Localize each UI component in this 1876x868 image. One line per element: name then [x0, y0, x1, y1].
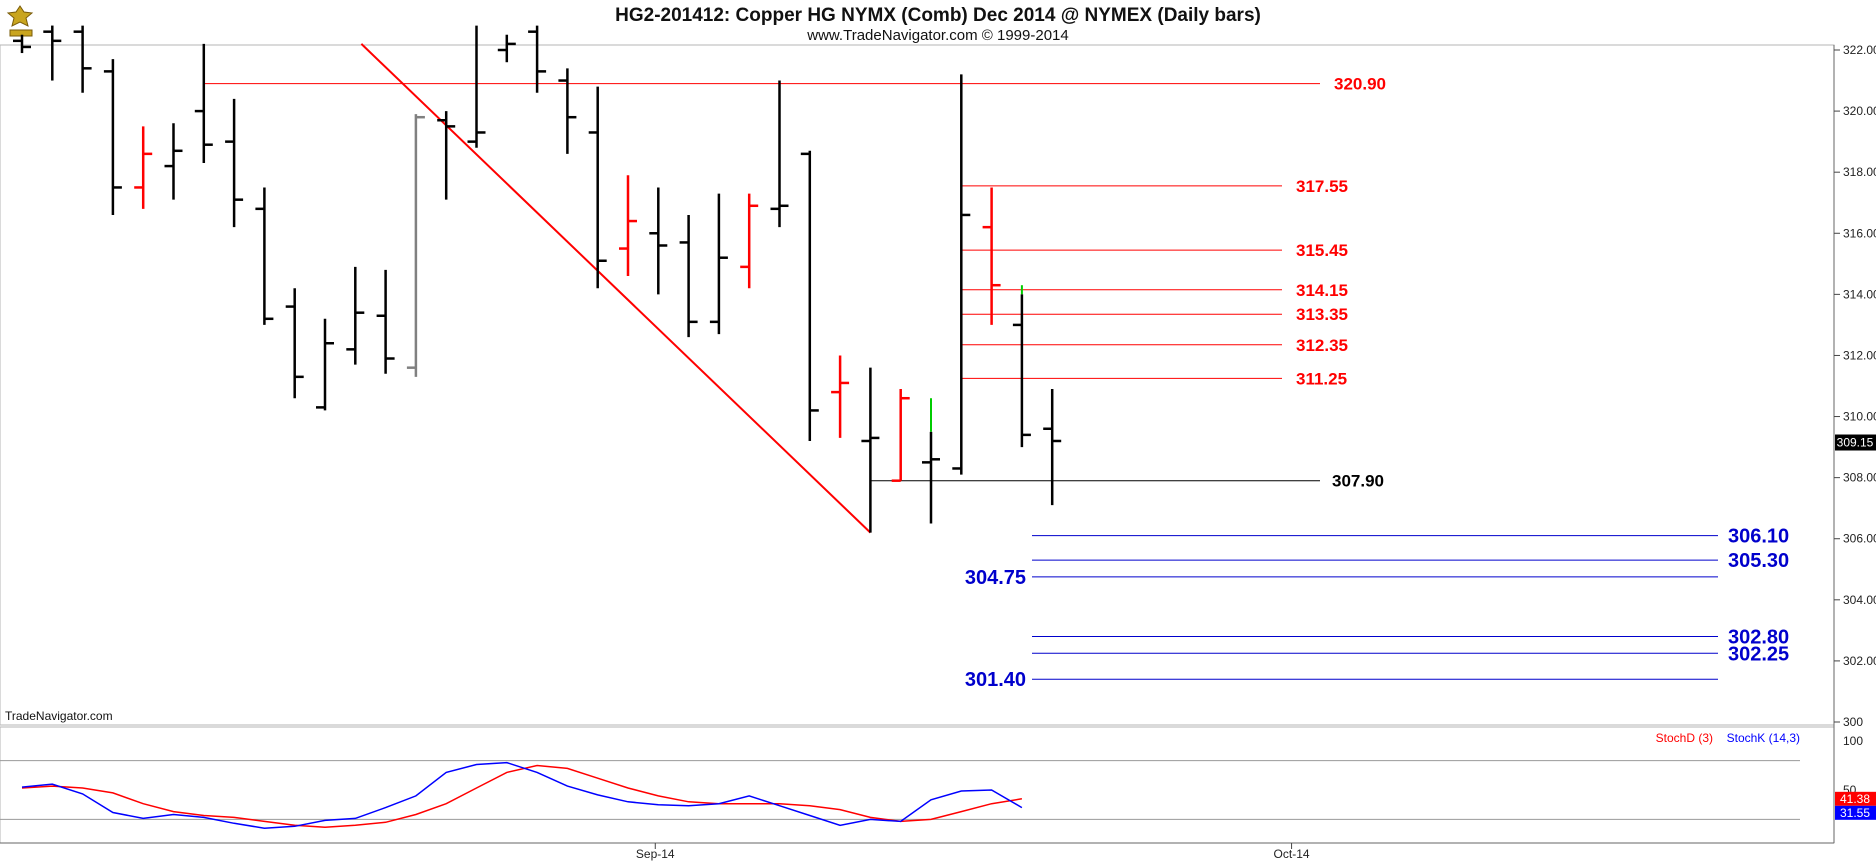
chart-title: HG2-201412: Copper HG NYMX (Comb) Dec 20… — [615, 5, 1261, 26]
resistance-label: 313.35 — [1296, 305, 1348, 324]
ohlc-bar — [619, 175, 637, 277]
stoch-d-last-box — [1835, 791, 1876, 806]
resistance-label: 315.45 — [1296, 241, 1348, 260]
ohlc-bar — [497, 34, 516, 63]
date-axis: Sep-14 Oct-14 — [636, 843, 1310, 861]
stoch-k-last-label: 31.55 — [1840, 806, 1870, 820]
ohlc-bar — [770, 80, 789, 228]
stoch-d-last-label: 41.38 — [1840, 792, 1870, 806]
ohlc-bar — [709, 193, 728, 335]
ohlc-bar — [406, 114, 425, 377]
ohlc-bar — [558, 68, 577, 154]
ohlc-bar — [316, 318, 334, 411]
ohlc-bar — [346, 266, 365, 365]
date-tick-label: Oct-14 — [1274, 847, 1310, 861]
price-tick-label: 320.00 — [1843, 104, 1876, 118]
ohlc-bar — [43, 25, 62, 81]
ohlc-bar — [164, 123, 183, 200]
ohlc-bar — [588, 86, 607, 289]
support-label: 301.40 — [965, 669, 1026, 691]
date-tick-label: Sep-14 — [636, 847, 675, 861]
ohlc-bar — [285, 288, 304, 399]
stoch-k-last-box — [1835, 805, 1876, 820]
ohlc-bar — [73, 25, 92, 93]
stoch-d-line — [21, 764, 1023, 828]
resistance-label: 311.25 — [1296, 369, 1347, 388]
chart-subtitle: www.TradeNavigator.com © 1999-2014 — [806, 27, 1068, 44]
ohlc-bar — [679, 214, 698, 338]
resistance-label: 312.35 — [1296, 336, 1348, 355]
price-tick-label: 306.00 — [1843, 532, 1876, 546]
ohlc-bar — [255, 187, 274, 325]
ohlc-bar — [134, 126, 153, 209]
level-labels: 320.90 317.55 315.45 314.15 313.35 312.35 311.… — [965, 75, 1789, 692]
price-tick-label: 318.00 — [1843, 165, 1876, 179]
support-label: 302.25 — [1728, 643, 1789, 665]
ohlc-bar — [467, 25, 486, 148]
last-price-label: 309.15 — [1837, 436, 1874, 450]
ohlc-bar — [952, 74, 971, 475]
price-panel[interactable] — [0, 44, 1835, 726]
resistance-label: 320.90 — [1334, 75, 1386, 94]
ohlc-bar — [740, 193, 759, 289]
header-band — [0, 0, 1876, 45]
ohlc-bar — [649, 187, 668, 295]
stochastic-panel[interactable] — [0, 726, 1835, 844]
resistance-label: 314.15 — [1296, 281, 1348, 300]
price-tick-label: 322.00 — [1843, 43, 1876, 57]
stoch-k-line — [21, 761, 1023, 829]
level-lines — [203, 83, 1718, 680]
ohlc-bar — [1043, 389, 1062, 506]
ohlc-bar — [437, 111, 456, 200]
price-axis: 322.00 320.00 318.00 316.00 314.00 312.00 310.… — [1834, 43, 1876, 729]
ohlc-bar — [891, 389, 910, 482]
stochastic-legend: StochD (3) StochK (14,3) — [1656, 731, 1800, 745]
price-tick-label: 300 — [1843, 715, 1863, 729]
watermark-text: TradeNavigator.com — [5, 709, 113, 723]
price-tick-label: 304.00 — [1843, 593, 1876, 607]
ohlc-bar — [376, 269, 395, 374]
ohlc-bar — [13, 34, 31, 54]
legend-stoch-d: StochD (3) — [1656, 731, 1713, 745]
stoch-tick-label: 100 — [1843, 734, 1863, 748]
support-label: 302.80 — [1728, 626, 1789, 648]
last-price-box — [1835, 434, 1876, 451]
ohlc-bar — [1012, 285, 1031, 448]
price-tick-label: 310.00 — [1843, 410, 1876, 424]
resistance-label: 317.55 — [1296, 177, 1348, 196]
pivot-label: 307.90 — [1332, 472, 1384, 491]
ohlc-bar — [861, 367, 880, 533]
legend-stoch-k: StochK (14,3) — [1727, 731, 1800, 745]
ohlc-bar — [831, 355, 850, 438]
ohlc-bar — [800, 150, 819, 441]
price-tick-label: 314.00 — [1843, 287, 1876, 301]
support-label: 305.30 — [1728, 550, 1789, 572]
price-tick-label: 316.00 — [1843, 226, 1876, 240]
ohlc-bar — [103, 59, 122, 215]
ohlc-bar — [982, 187, 1001, 325]
ohlc-bar — [194, 43, 213, 164]
price-tick-label: 302.00 — [1843, 654, 1876, 668]
support-label: 306.10 — [1728, 526, 1789, 548]
ohlc-bar — [922, 398, 940, 524]
ohlc-bar — [225, 98, 244, 228]
price-tick-label: 312.00 — [1843, 348, 1876, 362]
ohlc-bars — [13, 25, 1062, 533]
ohlc-bar — [528, 25, 547, 93]
price-tick-label: 308.00 — [1843, 471, 1876, 485]
support-label: 304.75 — [965, 567, 1026, 589]
